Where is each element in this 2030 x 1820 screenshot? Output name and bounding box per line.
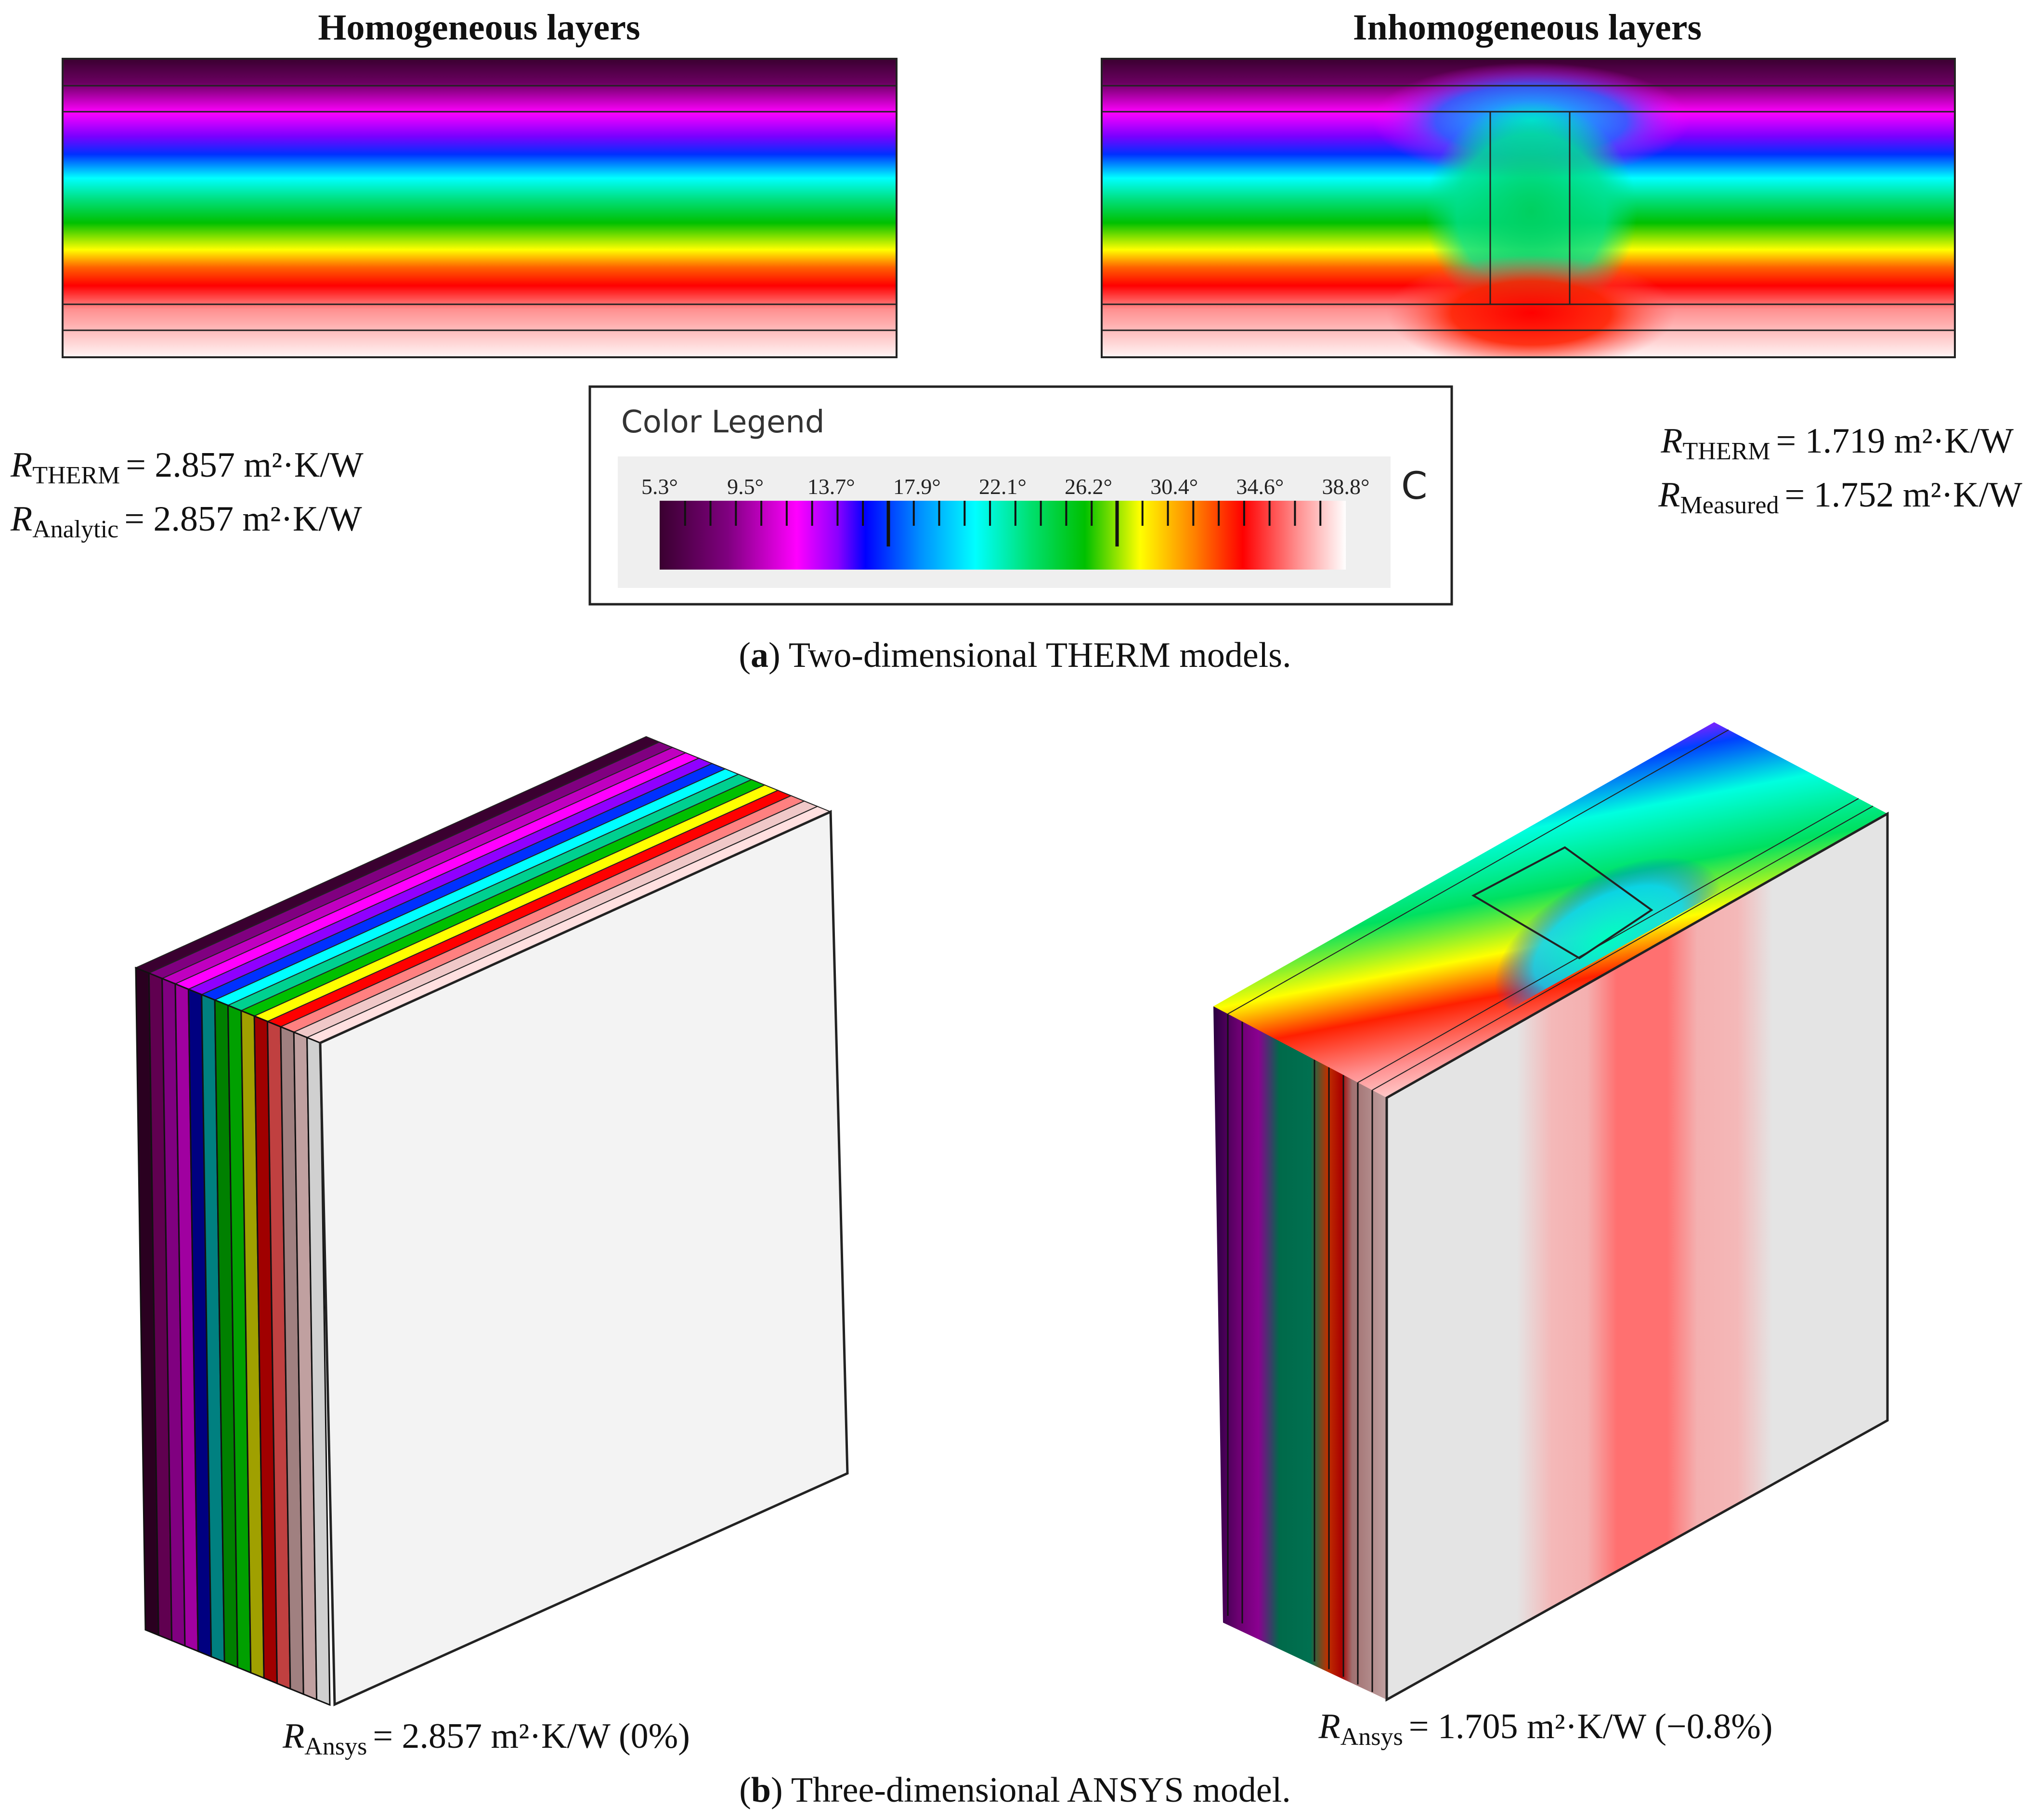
legend-unit: C [1401, 465, 1427, 508]
ansys-inhomogeneous-block [1213, 722, 1889, 1702]
front-face [1385, 811, 1889, 1702]
homogeneous-therm-model [62, 58, 898, 358]
r-therm-homogeneous: RTHERM = 2.857 m²·K/W [10, 445, 364, 489]
top-layer-line [1357, 798, 1859, 1083]
r-ansys-inhomogeneous: RAnsys = 1.705 m²·K/W (−0.8%) [1318, 1707, 1772, 1751]
therm-inhomogeneous-results: RTHERM = 1.719 m²·K/W RMeasured = 1.752 m²… [1658, 421, 2022, 519]
legend-tick-label: 9.5° [727, 474, 764, 499]
r-analytic: RAnalytic = 2.857 m²·K/W [10, 499, 362, 543]
legend-tick-label: 38.8° [1322, 474, 1370, 499]
therm-homogeneous-results: RTHERM = 2.857 m²·K/W RAnalytic = 2.857 m²… [10, 445, 364, 543]
top-layer-line [1227, 729, 1729, 1014]
inhomogeneous-therm-model [1101, 58, 1956, 358]
legend-tick-label: 34.6° [1236, 474, 1284, 499]
legend-color-bar [660, 501, 1346, 570]
legend-tick-labels: 5.3° 9.5° 13.7° 17.9° 22.1° 26.2° 30.4° 34.6° 38… [641, 474, 1369, 499]
front-face [319, 810, 849, 1706]
inhomogeneous-title: Inhomogeneous layers [1353, 7, 1702, 48]
homogeneous-title: Homogeneous layers [318, 7, 640, 48]
legend-tick-label: 26.2° [1065, 474, 1112, 499]
legend-tick-label: 22.1° [979, 474, 1027, 499]
top-layer-line [1372, 806, 1874, 1091]
ansys-homogeneous-block [134, 736, 849, 1706]
caption-a: (a) Two-dimensional THERM models. [739, 636, 1291, 675]
r-therm-inhomogeneous: RTHERM = 1.719 m²·K/W [1660, 421, 2014, 465]
side-layer-stripe [306, 1036, 331, 1706]
r-measured: RMeasured = 1.752 m²·K/W [1658, 475, 2022, 519]
legend-tick-label: 5.3° [641, 474, 678, 499]
side-face [1213, 1006, 1387, 1700]
legend-tick-label: 13.7° [807, 474, 855, 499]
r-ansys-homogeneous: RAnsys = 2.857 m²·K/W (0%) [282, 1716, 690, 1760]
caption-b: (b) Three-dimensional ANSYS model. [739, 1770, 1291, 1810]
legend-tick-label: 17.9° [893, 474, 941, 499]
legend-tick-marks [684, 501, 1322, 546]
legend-title: Color Legend [621, 404, 825, 440]
inclusion-outline [1471, 846, 1653, 960]
legend-tick-label: 30.4° [1150, 474, 1198, 499]
color-legend: Color Legend 5.3° 9.5° 13.7° 17.9° 22.1° 26.2… [588, 385, 1453, 606]
